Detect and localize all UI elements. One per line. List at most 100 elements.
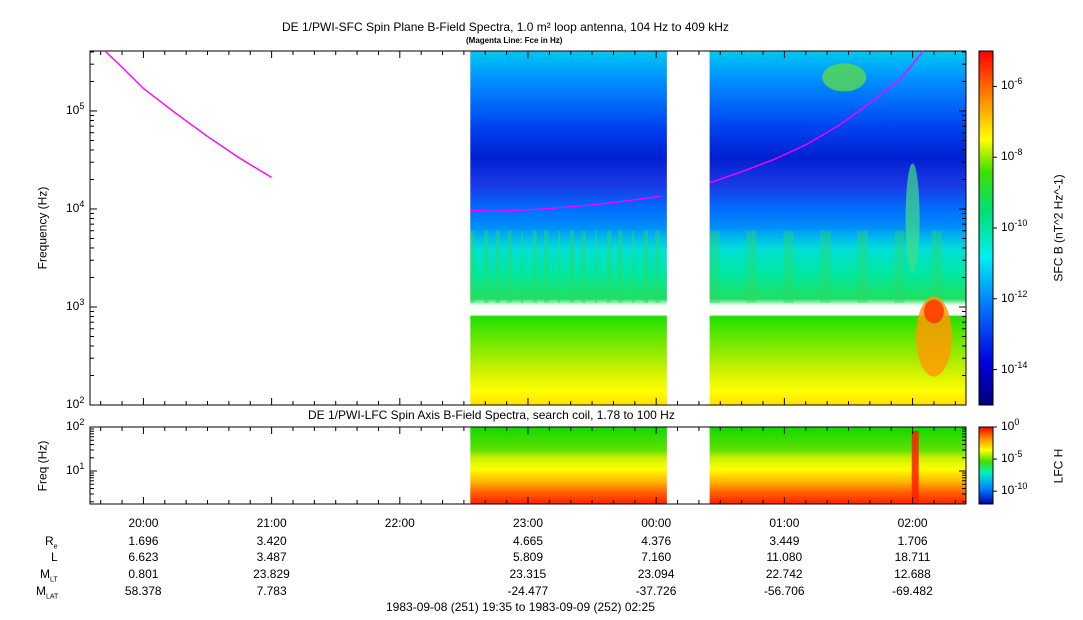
sfc-texture-stripe xyxy=(899,230,902,303)
ephemeris-value: 3.449 xyxy=(769,534,800,548)
sfc-texture-stripe xyxy=(470,230,473,303)
lfc-colorbar xyxy=(978,426,994,505)
ephemeris-value: 6.623 xyxy=(128,550,159,564)
sfc-colorbar-tick-label: 10-8 xyxy=(1001,147,1023,164)
sfc-colorbar-label: SFC B (nT^2 Hz^-1) xyxy=(1051,174,1066,282)
ephemeris-row-label: MLT xyxy=(40,567,58,584)
xtick-label: 22:00 xyxy=(384,516,415,530)
sfc-texture-stripe xyxy=(572,230,575,303)
sfc-texture-stripe xyxy=(865,230,868,303)
fce-line-segment xyxy=(709,50,924,184)
sfc-texture-stripe xyxy=(546,230,549,303)
sfc-colorbar-tick-label: 10-14 xyxy=(1001,359,1028,376)
sfc-texture-stripe xyxy=(484,230,487,303)
ephemeris-value: 12.688 xyxy=(894,567,931,581)
sfc-ytick-label: 104 xyxy=(66,198,85,215)
sfc-texture-stripe xyxy=(820,230,823,303)
sfc-texture-stripe xyxy=(632,230,635,303)
sfc-texture-stripe xyxy=(934,230,937,303)
lfc-emission-burst xyxy=(911,431,919,502)
ephemeris-value: 4.376 xyxy=(641,534,672,548)
date-range-label: 1983-09-08 (251) 19:35 to 1983-09-09 (25… xyxy=(386,600,655,614)
sfc-ytick-label: 102 xyxy=(66,395,85,411)
sfc-texture-stripe xyxy=(606,230,609,303)
ephemeris-value: 3.420 xyxy=(256,534,287,548)
lfc-colorbar-label: LFC H xyxy=(1050,448,1065,483)
top-panel-subtitle: (Magenta Line: Fce in Hz) xyxy=(466,36,563,45)
ephemeris-value: -69.482 xyxy=(892,584,933,598)
ephemeris-value: 1.706 xyxy=(897,534,928,548)
sfc-texture-stripe xyxy=(746,230,749,303)
ephemeris-value: 18.711 xyxy=(894,550,931,564)
sfc-colorbar-tick-label: 10-10 xyxy=(1001,218,1028,234)
ephemeris-value: -24.477 xyxy=(507,584,549,598)
ephemeris-value: 23.315 xyxy=(509,567,547,581)
lfc-spectrogram-segment xyxy=(470,427,667,504)
sfc-texture-stripe xyxy=(535,230,538,303)
lfc-colorbar-tick-label: 10-10 xyxy=(1001,481,1028,498)
xtick-label: 02:00 xyxy=(897,516,928,530)
ephemeris-value: 5.809 xyxy=(513,550,544,564)
sfc-texture-stripe xyxy=(717,230,720,303)
sfc-texture-stripe xyxy=(509,230,512,303)
sfc-texture-stripe xyxy=(860,230,863,303)
xtick-label: 00:00 xyxy=(641,516,672,530)
ephemeris-value: 3.487 xyxy=(256,550,287,564)
sfc-texture-stripe xyxy=(620,230,623,303)
sfc-texture-stripe xyxy=(783,230,786,303)
sfc-texture-stripe xyxy=(825,230,828,303)
ephemeris-row-label: L xyxy=(51,550,58,564)
fce-line-segment xyxy=(470,195,661,212)
sfc-texture-stripe xyxy=(939,230,942,303)
ephemeris-value: 1.696 xyxy=(128,534,159,548)
sfc-texture-stripe xyxy=(714,230,717,303)
lfc-ytick-label: 101 xyxy=(66,461,85,477)
ephemeris-value: 11.080 xyxy=(766,550,803,564)
ephemeris-value: 0.801 xyxy=(128,567,159,581)
lfc-ylabel: Freq (Hz) xyxy=(34,440,49,491)
sfc-texture-stripe xyxy=(646,230,649,303)
sfc-texture-stripe xyxy=(495,230,498,303)
sfc-texture-stripe xyxy=(897,230,900,303)
sfc-texture-stripe xyxy=(828,230,831,303)
sfc-texture-stripe xyxy=(569,230,572,303)
sfc-texture-stripe xyxy=(931,230,934,303)
sfc-colorbar-tick-label: 10-6 xyxy=(1001,76,1023,93)
axes-layer xyxy=(89,50,997,505)
sfc-texture-stripe xyxy=(521,230,524,303)
sfc-texture-stripe xyxy=(532,230,535,303)
spectrogram-data-layer xyxy=(470,51,966,504)
sfc-texture-stripe xyxy=(709,230,712,303)
lfc-ytick-label: 102 xyxy=(66,417,85,433)
sfc-texture-stripe xyxy=(583,230,586,303)
fce-line-segment xyxy=(104,50,272,178)
xtick-label: 21:00 xyxy=(256,516,287,530)
sfc-texture-stripe xyxy=(791,230,794,303)
lfc-colorbar-tick-label: 10-5 xyxy=(1001,449,1023,466)
sfc-texture-stripe xyxy=(507,230,510,303)
fce-line-layer xyxy=(104,50,924,212)
bottom-panel-title: DE 1/PWI-LFC Spin Axis B-Field Spectra, … xyxy=(308,408,675,422)
ephemeris-value: 22.742 xyxy=(765,567,803,581)
xtick-label: 20:00 xyxy=(128,516,159,530)
ephemeris-value: 4.665 xyxy=(513,534,544,548)
sfc-texture-stripe xyxy=(657,230,660,303)
ephemeris-row-label: MLAT xyxy=(36,584,59,601)
sfc-emission-hiss xyxy=(822,63,867,92)
sfc-texture-stripe xyxy=(857,230,860,303)
sfc-texture-stripe xyxy=(754,230,757,303)
ephemeris-value: 23.094 xyxy=(637,567,675,581)
sfc-texture-stripe xyxy=(749,230,752,303)
sfc-spectrogram-segment xyxy=(470,51,667,405)
ephemeris-value: 7.160 xyxy=(641,550,672,564)
sfc-colorbar xyxy=(978,50,994,406)
sfc-ytick-label: 105 xyxy=(66,100,85,117)
sfc-texture-stripe xyxy=(894,230,897,303)
sfc-texture-stripe xyxy=(498,230,501,303)
sfc-ylabel: Frequency (Hz) xyxy=(34,186,49,270)
ephemeris-value: -37.726 xyxy=(635,584,677,598)
sfc-colorbar-tick-label: 10-12 xyxy=(1001,288,1028,305)
sfc-texture-stripe xyxy=(862,230,865,303)
lfc-spectrogram-segment xyxy=(709,427,966,504)
